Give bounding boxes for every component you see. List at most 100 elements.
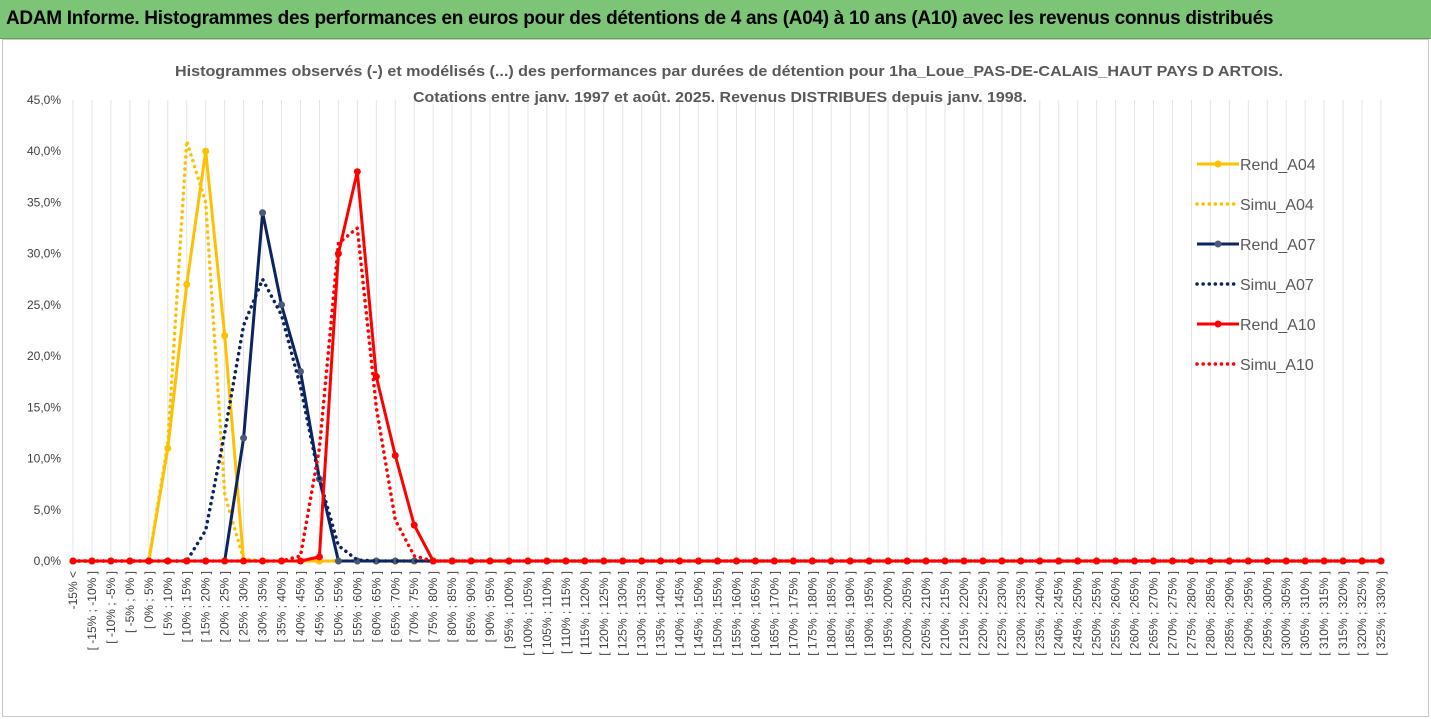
x-tick-label: [ 45% ; 50% ] xyxy=(312,571,326,642)
data-point-rend-a10 xyxy=(979,557,987,565)
x-tick-label: [ 80% ; 85% ] xyxy=(445,571,459,642)
x-tick-label: [ 135% ; 140% ] xyxy=(654,571,668,656)
data-point-rend-a10 xyxy=(391,451,399,459)
x-tick-label: [ 305% ; 310% ] xyxy=(1298,571,1312,656)
data-point-rend-a07 xyxy=(391,557,399,565)
legend-marker xyxy=(1214,320,1222,328)
x-tick-label: [ 95% ; 100% ] xyxy=(502,571,516,649)
data-point-rend-a10 xyxy=(505,557,513,565)
x-tick-label: [ 290% ; 295% ] xyxy=(1241,571,1255,656)
data-point-rend-a10 xyxy=(846,557,854,565)
x-tick-label: [ 130% ; 135% ] xyxy=(635,571,649,656)
data-point-rend-a10 xyxy=(1206,557,1214,565)
report-banner: ADAM Informe. Histogrammes des performan… xyxy=(0,0,1431,39)
x-tick-label: [ 265% ; 270% ] xyxy=(1147,571,1161,656)
data-point-rend-a07 xyxy=(334,557,342,565)
x-tick-label: [ 110% ; 115% ] xyxy=(559,571,573,654)
legend-label: Simu_A10 xyxy=(1240,357,1314,374)
data-point-rend-a10 xyxy=(315,553,323,561)
x-tick-label: [ 105% ; 110% ] xyxy=(540,571,554,655)
data-point-rend-a10 xyxy=(1187,557,1195,565)
x-tick-label: [ 140% ; 145% ] xyxy=(673,571,687,656)
data-point-rend-a10 xyxy=(126,557,134,565)
data-point-rend-a10 xyxy=(1017,557,1025,565)
x-tick-label: [ 25% ; 30% ] xyxy=(237,571,251,642)
legend-label: Rend_A10 xyxy=(1240,317,1316,334)
x-tick-label: [ 270% ; 275% ] xyxy=(1165,571,1179,656)
x-tick-label: [ 170% ; 175% ] xyxy=(786,571,800,656)
data-point-rend-a07 xyxy=(259,209,267,217)
data-point-rend-a10 xyxy=(1358,557,1366,565)
data-point-rend-a10 xyxy=(486,557,494,565)
data-point-rend-a10 xyxy=(1036,557,1044,565)
legend-label: Rend_A04 xyxy=(1240,157,1316,174)
y-tick-label: 25,0% xyxy=(27,298,61,312)
x-tick-label: [ 220% ; 225% ] xyxy=(976,571,990,656)
data-point-rend-a10 xyxy=(353,168,361,176)
x-axis: -15% < [ -15% ; -10% ] [ -10% ; -5% ] [ -5%… xyxy=(66,571,1388,656)
chart-subtitle: Cotations entre janv. 1997 et août. 2025… xyxy=(413,89,1027,106)
x-tick-label: [ 30% ; 35% ] xyxy=(256,571,270,642)
data-point-rend-a10 xyxy=(827,557,835,565)
legend-marker xyxy=(1214,240,1222,248)
series-line-rend-a07 xyxy=(73,211,1381,563)
x-tick-label: [ 50% ; 55% ] xyxy=(331,571,345,642)
y-tick-label: 5,0% xyxy=(34,503,62,517)
legend-item-rend-a10: Rend_A10 xyxy=(1197,317,1316,334)
series-line-simu-a04 xyxy=(71,139,1383,563)
x-tick-label: [ 55% ; 60% ] xyxy=(350,571,364,642)
x-tick-label: [ 150% ; 155% ] xyxy=(711,571,725,656)
data-point-rend-a10 xyxy=(1339,557,1347,565)
legend-item-simu-a04: Simu_A04 xyxy=(1195,197,1314,214)
series-line-rend-a10 xyxy=(73,170,1381,563)
x-tick-label: [ 285% ; 290% ] xyxy=(1222,571,1236,656)
x-tick-label: [ 155% ; 160% ] xyxy=(729,571,743,656)
data-point-rend-a10 xyxy=(1377,557,1385,565)
y-axis: 0,0% 5,0% 10,0% 15,0% 20,0% 25,0% 30,0% 35,0% 40… xyxy=(27,93,61,568)
data-point-rend-a04 xyxy=(183,280,191,288)
x-tick-label: [ 195% ; 200% ] xyxy=(881,571,895,656)
x-tick-label: [ 10% ; 15% ] xyxy=(180,571,194,642)
x-tick-label: [ 100% ; 105% ] xyxy=(521,571,535,656)
data-point-rend-a10 xyxy=(657,557,665,565)
data-point-rend-a10 xyxy=(808,557,816,565)
data-point-rend-a10 xyxy=(638,557,646,565)
x-tick-label: [ 160% ; 165% ] xyxy=(748,571,762,656)
grid-layer xyxy=(72,100,1382,561)
data-point-rend-a07 xyxy=(372,557,380,565)
x-tick-label: [ 245% ; 250% ] xyxy=(1071,571,1085,656)
y-tick-label: 0,0% xyxy=(34,554,62,568)
x-tick-label: [ 90% ; 95% ] xyxy=(483,571,497,642)
data-point-rend-a07 xyxy=(278,301,286,309)
data-point-rend-a10 xyxy=(296,557,304,565)
data-point-rend-a07 xyxy=(240,434,248,442)
x-tick-label: [ 205% ; 210% ] xyxy=(919,571,933,656)
y-tick-label: 20,0% xyxy=(27,349,61,363)
x-tick-label: [ 165% ; 170% ] xyxy=(767,571,781,656)
legend: Rend_A04 Simu_A04 Rend_A07 Simu_A07 Rend_A10… xyxy=(1195,157,1316,374)
x-tick-label: [ 255% ; 260% ] xyxy=(1109,571,1123,656)
x-tick-label: [ 120% ; 125% ] xyxy=(597,571,611,656)
x-tick-label: [ 190% ; 195% ] xyxy=(862,571,876,656)
data-point-rend-a10 xyxy=(695,557,703,565)
x-tick-label: [ 65% ; 70% ] xyxy=(388,571,402,642)
data-point-rend-a10 xyxy=(676,557,684,565)
x-tick-label: [ -10% ; -5% ] xyxy=(104,571,118,644)
legend-item-rend-a04: Rend_A04 xyxy=(1197,157,1316,174)
x-tick-label: [ 0% ; 5% ] xyxy=(142,571,156,629)
x-tick-label: -15% < xyxy=(66,571,80,609)
x-tick-label: [ 20% ; 25% ] xyxy=(218,571,232,642)
x-tick-label: [ 115% ; 120% ] xyxy=(578,571,592,655)
y-tick-label: 35,0% xyxy=(27,195,61,209)
x-tick-label: [ 250% ; 255% ] xyxy=(1090,571,1104,656)
chart-title: Histogrammes observés (-) et modélisés (… xyxy=(175,63,1283,80)
chart-titles: Histogrammes observés (-) et modélisés (… xyxy=(175,63,1283,106)
y-tick-label: 15,0% xyxy=(27,400,61,414)
x-tick-label: [ 35% ; 40% ] xyxy=(275,571,289,642)
y-tick-label: 45,0% xyxy=(27,93,61,107)
series-line-simu-a10 xyxy=(71,226,1383,563)
x-tick-label: [ 280% ; 285% ] xyxy=(1203,571,1217,656)
chart-frame: 0,0% 5,0% 10,0% 15,0% 20,0% 25,0% 30,0% 35,0% 40… xyxy=(2,39,1429,717)
x-tick-label: [ 40% ; 45% ] xyxy=(293,571,307,642)
data-point-rend-a04 xyxy=(221,332,229,340)
